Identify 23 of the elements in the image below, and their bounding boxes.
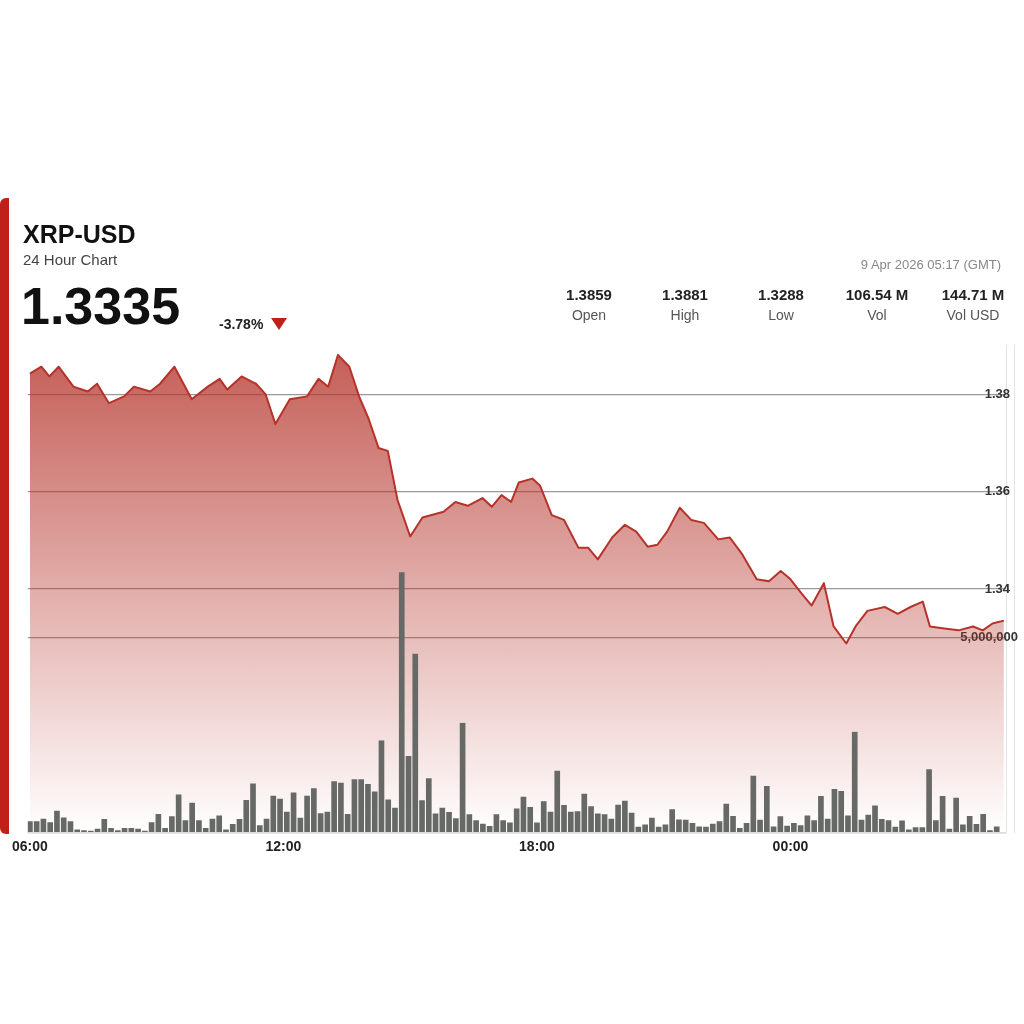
y-tick-label: 1.38 [984,386,1010,402]
text: 144.71 M [940,286,1006,303]
text: -3.78% [219,316,264,332]
x-tick-label: 18:00 [519,838,556,855]
text: 1.3881 [661,286,709,303]
text: 106.54 M [844,286,910,303]
chart-subtitle: 24 Hour Chart [23,251,118,268]
chart-title: XRP-USD [23,220,136,249]
text: Vol USD [945,307,1001,323]
y-tick-label: 1.36 [984,483,1010,499]
x-tick-label: 06:00 [12,838,49,855]
text: 9 Apr 2026 05:17 (GMT) [860,257,1001,272]
y-tick-label: 1.34 [984,580,1011,596]
text: 1.3859 [565,286,613,303]
text: 1.3288 [757,286,805,303]
text: Open [570,307,608,323]
text: High [669,307,701,323]
y2-tick-label: 5,000,000 [960,629,1018,645]
text: 1.3335 [21,276,181,336]
text: Vol [866,307,888,323]
text: Low [767,307,795,323]
x-tick-label: 12:00 [265,838,302,855]
x-tick-label: 00:00 [772,838,809,855]
